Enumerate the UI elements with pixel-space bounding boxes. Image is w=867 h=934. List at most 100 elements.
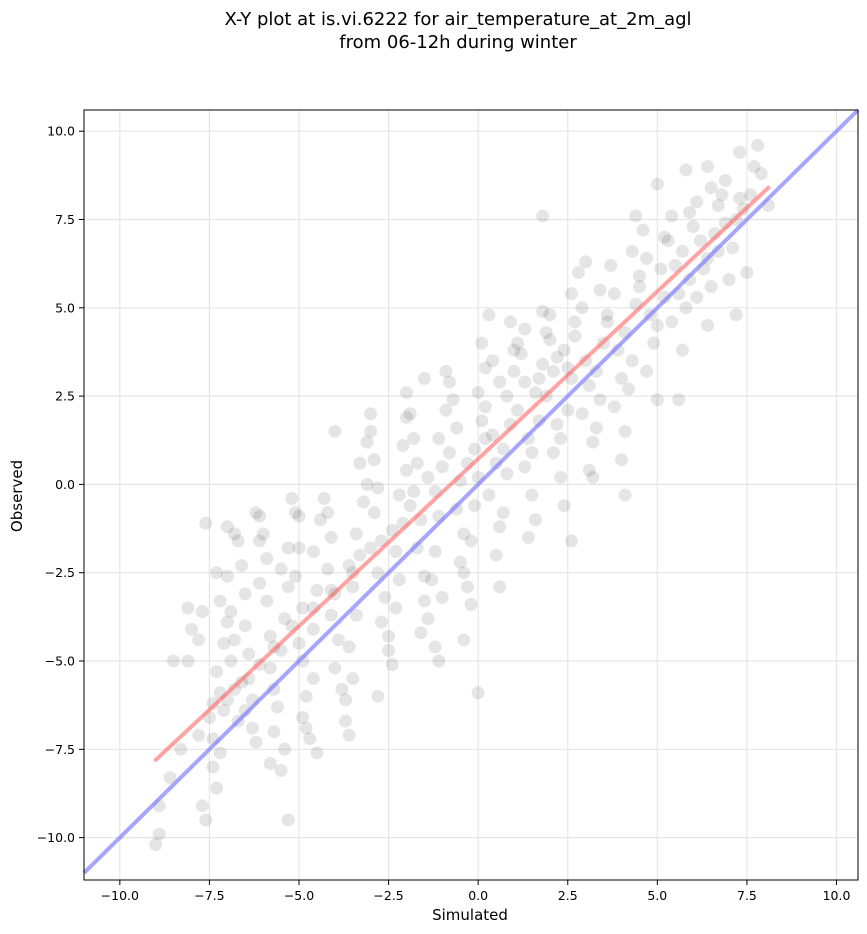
scatter-point: [443, 375, 456, 389]
scatter-point: [546, 446, 560, 460]
scatter-point: [400, 410, 413, 424]
scatter-point: [378, 590, 392, 604]
scatter-point: [435, 460, 449, 474]
scatter-point: [503, 315, 517, 329]
scatter-point: [582, 463, 596, 477]
x-tick-label: −2.5: [373, 888, 403, 903]
x-tick-label: −7.5: [194, 888, 224, 903]
scatter-point: [543, 333, 557, 347]
scatter-point: [550, 417, 564, 431]
scatter-point: [292, 636, 306, 650]
scatter-point: [539, 326, 553, 340]
scatter-point: [572, 265, 585, 279]
y-tick-label: 7.5: [55, 212, 75, 227]
scatter-point: [238, 703, 252, 717]
scatter-point: [163, 771, 177, 785]
scatter-point: [303, 732, 317, 746]
scatter-point: [464, 597, 478, 611]
reference-lines: [82, 108, 860, 875]
scatter-point: [464, 534, 478, 548]
scatter-point: [220, 520, 234, 534]
scatter-point: [564, 287, 578, 301]
scatter-point: [195, 799, 209, 813]
x-tick-label: 0.0: [468, 888, 488, 903]
scatter-point: [482, 308, 496, 322]
x-axis-label: Simulated: [432, 906, 508, 924]
scatter-point: [432, 431, 446, 445]
scatter-points: [149, 138, 775, 852]
scatter-point: [468, 499, 482, 513]
scatter-point: [521, 530, 535, 544]
scatter-point: [400, 386, 413, 400]
scatter-point: [625, 354, 639, 368]
scatter-point: [536, 304, 550, 318]
scatter-point: [554, 431, 568, 445]
scatter-point: [704, 181, 718, 195]
scatter-point: [321, 506, 335, 520]
scatter-point: [253, 576, 267, 590]
scatter-point: [281, 541, 295, 555]
scatter-point: [554, 470, 568, 484]
scatter-point: [181, 654, 195, 668]
scatter-point: [654, 262, 668, 276]
scatter-point: [417, 569, 431, 583]
scatter-point: [228, 633, 241, 647]
fit-line: [153, 185, 771, 762]
scatter-point: [718, 174, 732, 188]
scatter-point: [450, 502, 464, 516]
scatter-point: [615, 453, 628, 467]
scatter-point: [439, 403, 453, 417]
scatter-point: [328, 424, 342, 438]
scatter-point: [722, 273, 736, 287]
scatter-point: [457, 566, 471, 580]
scatter-point: [213, 594, 227, 608]
scatter-point: [306, 672, 320, 686]
x-tick-label: 5.0: [647, 888, 667, 903]
scatter-point: [471, 386, 485, 400]
y-tick-label: 2.5: [55, 389, 75, 404]
scatter-point: [704, 280, 718, 294]
scatter-point: [471, 686, 485, 700]
scatter-point: [518, 460, 532, 474]
scatter-point: [679, 301, 693, 315]
scatter-point: [274, 562, 288, 576]
scatter-point: [686, 220, 700, 234]
scatter-point: [410, 541, 424, 555]
scatter-point: [410, 456, 424, 470]
scatter-point: [346, 672, 360, 686]
scatter-point: [500, 389, 514, 403]
scatter-point: [210, 781, 224, 795]
scatter-point: [421, 612, 435, 626]
scatter-point: [514, 347, 528, 361]
scatter-point: [557, 343, 571, 357]
scatter-point: [711, 198, 725, 212]
scatter-point: [665, 209, 679, 223]
scatter-point: [299, 721, 313, 735]
scatter-point: [600, 308, 614, 322]
scatter-point: [274, 764, 288, 778]
scatter-point: [374, 615, 388, 629]
scatter-point: [586, 470, 600, 484]
scatter-point: [242, 647, 256, 661]
scatter-point: [493, 520, 507, 534]
scatter-point: [249, 506, 263, 520]
scatter-point: [349, 527, 363, 541]
scatter-point: [575, 301, 589, 315]
scatter-point: [385, 658, 399, 672]
scatter-point: [701, 160, 714, 174]
scatter-point: [396, 439, 410, 453]
scatter-point: [296, 654, 310, 668]
scatter-point: [346, 566, 360, 580]
scatter-point: [525, 446, 539, 460]
scatter-point: [224, 654, 238, 668]
scatter-point: [181, 601, 195, 615]
scatter-point: [400, 463, 413, 477]
scatter-point: [650, 393, 664, 407]
scatter-point: [754, 167, 768, 181]
scatter-point: [632, 280, 646, 294]
scatter-point: [607, 400, 621, 414]
scatter-point: [192, 728, 206, 742]
scatter-point: [496, 442, 510, 456]
scatter-point: [511, 403, 525, 417]
scatter-point: [604, 258, 618, 272]
